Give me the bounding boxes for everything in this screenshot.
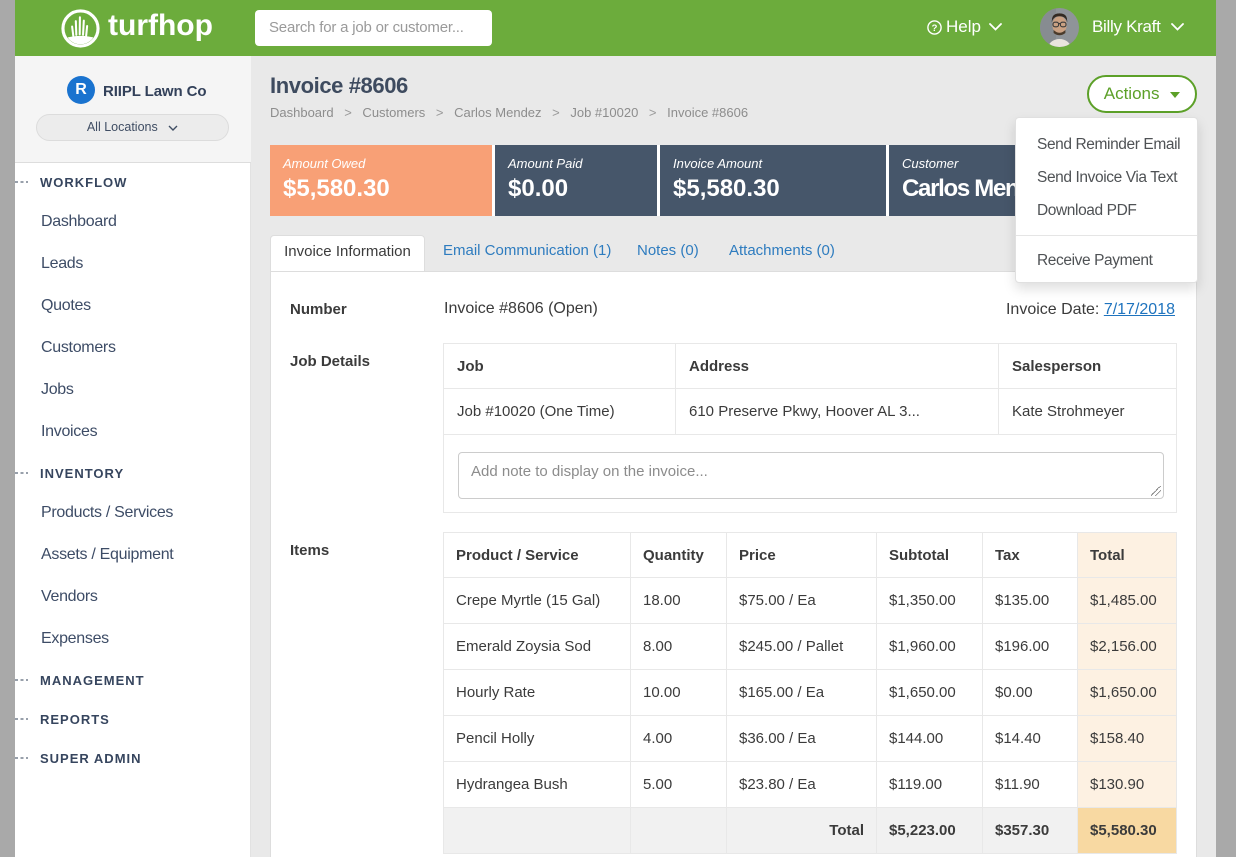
svg-text:?: ? xyxy=(932,23,938,34)
